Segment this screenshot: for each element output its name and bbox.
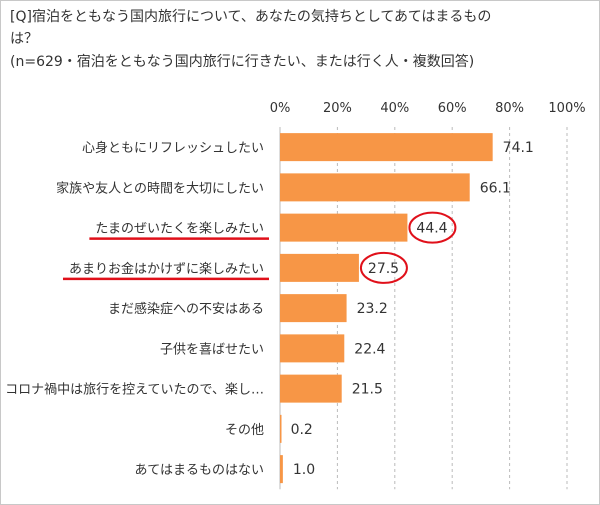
- category-label: あてはまるものはない: [135, 463, 264, 478]
- category-label: あまりお金はかけずに楽しみたい: [69, 261, 264, 277]
- bar: [280, 414, 282, 443]
- category-label: 心身ともにリフレッシュしたい: [82, 140, 264, 156]
- bar: [280, 213, 408, 242]
- bar: [280, 294, 347, 323]
- category-label: たまのぜいたくを楽しみたい: [95, 221, 264, 237]
- bar: [280, 173, 470, 202]
- value-label: 74.1: [503, 140, 534, 156]
- highlight-circle: [408, 211, 457, 244]
- bar: [280, 133, 493, 162]
- bar: [280, 374, 342, 403]
- category-label: 家族や友人との時間を大切にしたい: [56, 180, 264, 196]
- value-label: 44.4: [416, 221, 447, 237]
- category-label: まだ感染症への不安はある: [108, 301, 264, 317]
- chart-subtitle: (n=629・宿泊をともなう国内旅行に行きたい、または行く人・複数回答): [10, 54, 475, 70]
- category-label: 子供を喜ばせたい: [160, 342, 264, 357]
- x-tick-label: 40%: [380, 101, 409, 116]
- x-tick-label: 60%: [438, 101, 467, 116]
- highlight-circle: [359, 251, 408, 284]
- value-label: 1.0: [293, 462, 315, 478]
- x-tick-label: 0%: [270, 101, 291, 116]
- category-label: コロナ禍中は旅行を控えていたので、楽し…: [5, 382, 264, 398]
- x-tick-label: 20%: [323, 101, 352, 116]
- bar: [280, 334, 345, 363]
- x-tick-label: 80%: [495, 101, 524, 116]
- bar: [280, 455, 283, 484]
- chart-title-line1: [Q]宿泊をともなう国内旅行について、あなたの気持ちとしてあてはまるもの: [10, 9, 492, 25]
- category-label: その他: [225, 423, 264, 438]
- value-label: 21.5: [352, 382, 383, 398]
- value-label: 27.5: [368, 261, 399, 277]
- bar: [280, 253, 359, 282]
- value-label: 23.2: [357, 301, 388, 317]
- value-label: 66.1: [480, 180, 511, 196]
- x-tick-label: 100%: [548, 101, 585, 116]
- value-label: 0.2: [291, 422, 313, 438]
- chart-title-line2: は？: [10, 31, 38, 47]
- value-label: 22.4: [354, 341, 385, 357]
